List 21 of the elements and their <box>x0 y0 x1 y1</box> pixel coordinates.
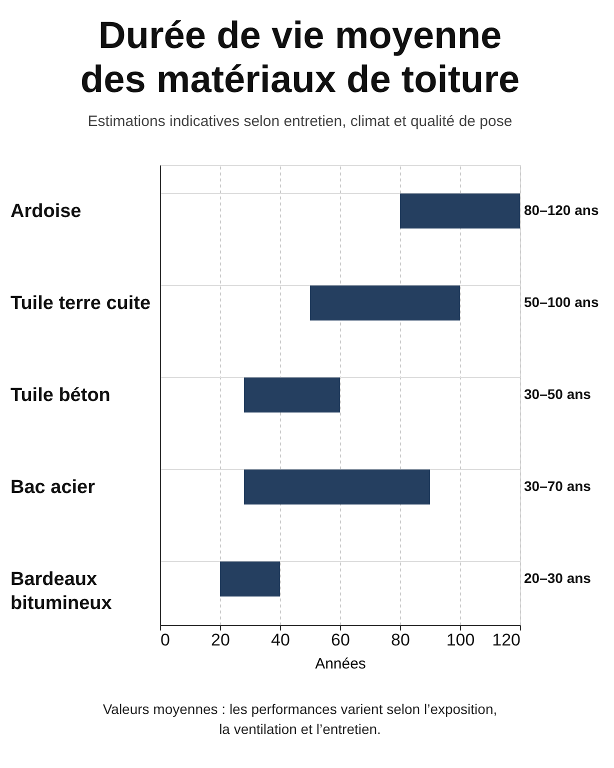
x-tick-label: 40 <box>271 630 290 650</box>
x-tick-label: 0 <box>160 630 170 650</box>
text: 30–70 ans <box>524 478 592 494</box>
text: 30–50 ans <box>524 386 592 402</box>
y-tick-label: Tuile béton <box>10 385 110 406</box>
text: 80–120 ans <box>524 202 599 218</box>
x-tick-label: 120 <box>492 630 520 650</box>
y-tick-label: Bac acier <box>10 477 96 498</box>
chart-subtitle: Estimations indicatives selon entretien, climat et qualité de pose <box>88 113 512 130</box>
y-tick-label: Tuile terre cuite <box>10 293 151 314</box>
x-axis-title: Années <box>315 656 366 672</box>
x-tick-label: 80 <box>391 630 410 650</box>
x-tick-label: 20 <box>211 630 230 650</box>
y-tick-label: Bardeaux bitumineux <box>10 569 112 614</box>
y-tick-label: Ardoise <box>10 201 82 222</box>
x-tick-label: 100 <box>446 630 475 650</box>
text: 50–100 ans <box>524 294 599 310</box>
x-tick-label: 60 <box>331 630 350 650</box>
text: 20–30 ans <box>524 570 592 586</box>
chart-title: Durée de vie moyenne des matériaux de toiture <box>80 15 520 101</box>
text: Valeurs moyennes : les performances varient selon l’exposition, la ventilation et l’entretien. <box>102 701 498 737</box>
